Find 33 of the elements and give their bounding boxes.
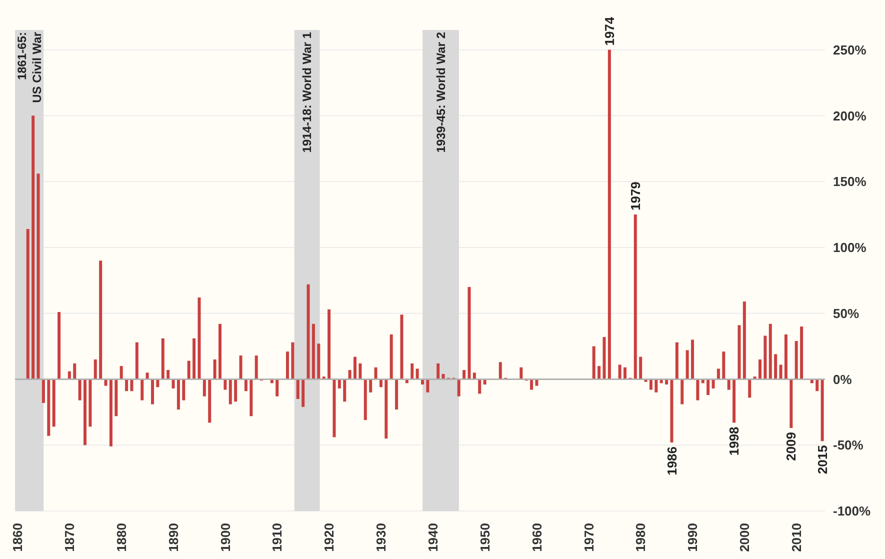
band-label: 1939-45: World War 2	[434, 32, 448, 153]
y-tick-label: -50%	[833, 438, 864, 453]
x-tick-label: 1870	[62, 523, 78, 552]
x-tick-label: 2000	[737, 523, 752, 552]
y-tick-label: 150%	[833, 174, 867, 190]
band-label: 1914-18: World War 1	[300, 32, 314, 153]
y-tick-label: 50%	[833, 306, 860, 321]
annotation: 1974	[602, 16, 618, 46]
x-tick-label: 1940	[425, 523, 440, 552]
x-tick-label: 1950	[477, 523, 492, 552]
band-label: 1861-65: US Civil War	[14, 32, 44, 103]
x-tick-label: 1990	[685, 523, 700, 552]
y-tick-label: 0%	[833, 372, 852, 387]
x-tick-label: 1880	[114, 523, 129, 552]
y-tick-label: -100%	[833, 504, 872, 519]
x-tick-label: 1970	[581, 523, 596, 552]
x-tick-label: 1900	[218, 523, 233, 552]
annotation: 1986	[664, 446, 680, 476]
x-tick-label: 1930	[374, 523, 389, 552]
x-tick-label: 1980	[633, 523, 648, 552]
x-tick-label: 1860	[10, 523, 26, 552]
y-tick-label: 250%	[833, 42, 867, 58]
y-tick-label: 200%	[833, 108, 867, 124]
x-tick-label: 2010	[788, 523, 804, 552]
annotation: 2009	[784, 432, 799, 461]
y-tick-label: 100%	[833, 240, 867, 256]
x-tick-label: 1910	[270, 523, 285, 552]
annotation: 1979	[628, 182, 643, 210]
annotation: 1998	[726, 426, 742, 456]
annotation: 2015	[814, 445, 830, 474]
x-tick-label: 1960	[529, 523, 544, 552]
x-tick-label: 1890	[166, 523, 181, 552]
x-tick-label: 1920	[322, 523, 337, 552]
